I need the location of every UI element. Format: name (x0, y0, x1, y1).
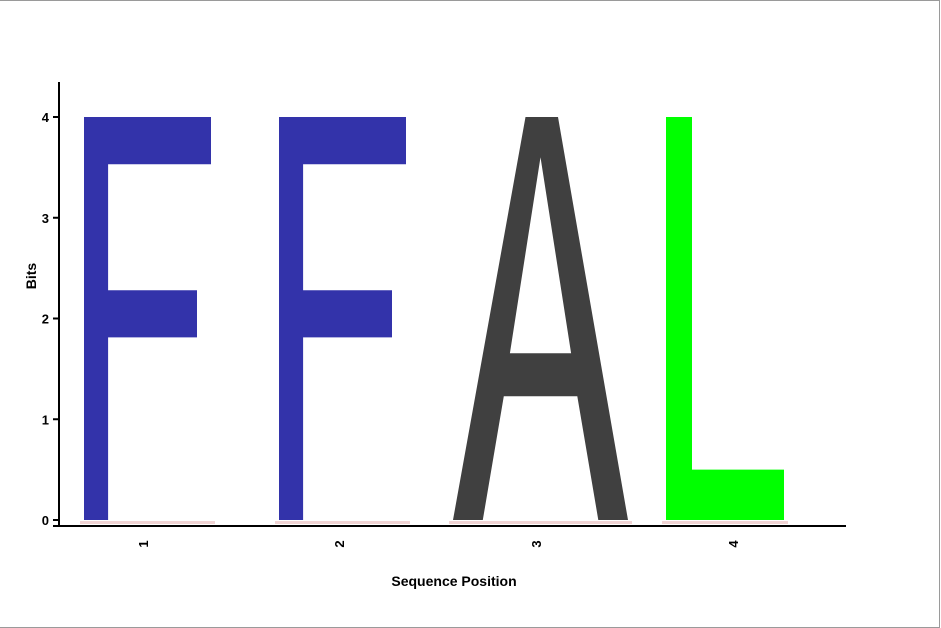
residual-letters-strip (80, 521, 215, 524)
residual-letters-strip (275, 521, 410, 524)
x-tick-label: 2 (332, 540, 347, 547)
residual-letters-strip (662, 521, 788, 524)
logo-letter-a-pos-3 (453, 117, 628, 520)
y-tick-label: 4 (42, 110, 50, 125)
logo-letter-l-pos-4 (666, 117, 784, 520)
x-tick-label: 4 (726, 540, 741, 548)
y-tick-label: 1 (42, 412, 49, 427)
x-axis-title: Sequence Position (391, 573, 516, 589)
y-tick-label: 2 (42, 312, 49, 327)
logo-letter-f-pos-1 (84, 117, 211, 520)
x-axis-ticks: 1 2 3 4 (136, 540, 741, 548)
y-axis-ticks: 0 1 2 3 4 (42, 110, 59, 528)
y-tick-label: 0 (42, 513, 49, 528)
y-tick-label: 3 (42, 211, 49, 226)
logo-letters (80, 117, 788, 524)
residual-letters-strip (449, 521, 632, 524)
y-axis-title: Bits (23, 263, 39, 290)
x-tick-label: 1 (136, 540, 151, 547)
x-tick-label: 3 (529, 540, 544, 547)
logo-letter-f-pos-2 (279, 117, 406, 520)
